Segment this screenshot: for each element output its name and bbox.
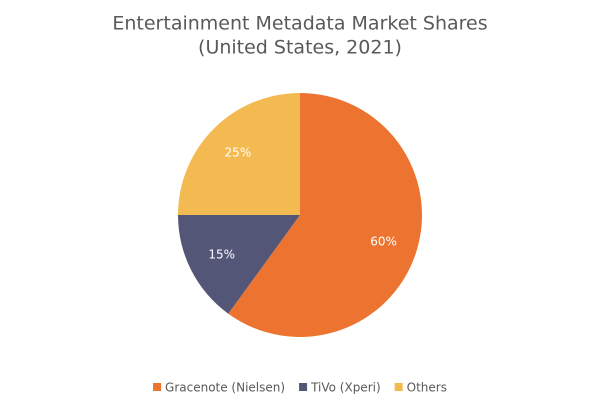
legend-label: Gracenote (Nielsen) <box>165 381 285 395</box>
value-label: 25% <box>225 145 252 159</box>
value-label: 60% <box>370 235 397 249</box>
pie-slice <box>178 215 300 314</box>
pie-slice <box>228 93 422 337</box>
value-label: 15% <box>208 247 235 261</box>
pie-slice <box>178 93 300 215</box>
chart-subtitle: (United States, 2021) <box>198 37 402 59</box>
legend-swatch <box>299 383 308 391</box>
chart-title: Entertainment Metadata Market Shares <box>112 13 487 35</box>
legend-label: TiVo (Xperi) <box>310 381 381 395</box>
legend-label: Others <box>407 381 447 395</box>
legend-swatch <box>153 383 162 391</box>
legend-swatch <box>394 383 403 391</box>
